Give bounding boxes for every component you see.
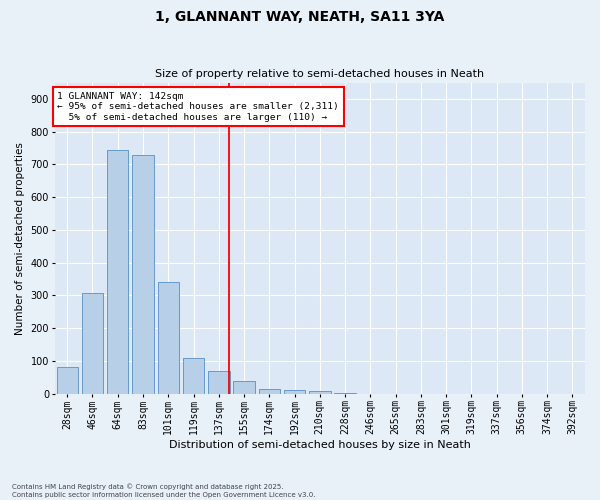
Bar — [334, 393, 356, 394]
Bar — [208, 370, 230, 394]
Bar — [284, 390, 305, 394]
Bar — [132, 156, 154, 394]
Title: Size of property relative to semi-detached houses in Neath: Size of property relative to semi-detach… — [155, 69, 484, 79]
Bar — [233, 380, 255, 394]
Bar — [82, 293, 103, 394]
Text: 1 GLANNANT WAY: 142sqm
← 95% of semi-detached houses are smaller (2,311)
  5% of: 1 GLANNANT WAY: 142sqm ← 95% of semi-det… — [57, 92, 339, 122]
Bar — [158, 282, 179, 394]
X-axis label: Distribution of semi-detached houses by size in Neath: Distribution of semi-detached houses by … — [169, 440, 471, 450]
Bar — [183, 358, 204, 394]
Text: 1, GLANNANT WAY, NEATH, SA11 3YA: 1, GLANNANT WAY, NEATH, SA11 3YA — [155, 10, 445, 24]
Bar — [259, 388, 280, 394]
Bar — [107, 150, 128, 394]
Bar — [56, 368, 78, 394]
Bar — [309, 391, 331, 394]
Text: Contains HM Land Registry data © Crown copyright and database right 2025.
Contai: Contains HM Land Registry data © Crown c… — [12, 483, 316, 498]
Y-axis label: Number of semi-detached properties: Number of semi-detached properties — [15, 142, 25, 334]
